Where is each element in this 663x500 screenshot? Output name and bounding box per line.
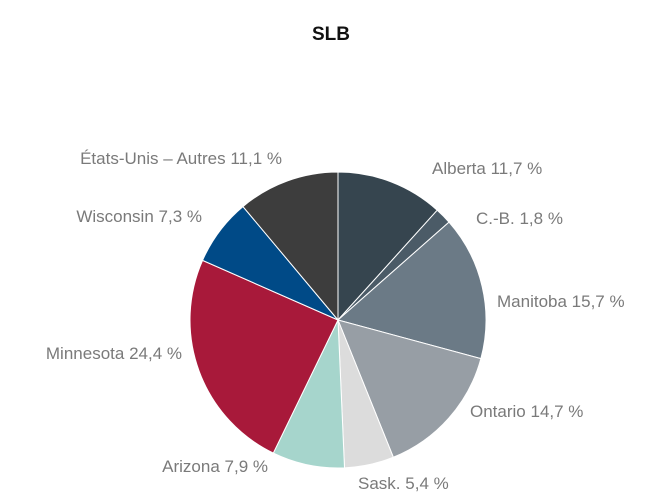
slice-name: Arizona bbox=[162, 457, 220, 476]
slice-name: Alberta bbox=[432, 159, 486, 178]
slice-value: 11,7 % bbox=[491, 159, 543, 178]
slice-label: États-Unis – Autres 11,1 % bbox=[80, 149, 282, 168]
slice-name: États-Unis – Autres bbox=[80, 149, 226, 168]
slice-label: Manitoba 15,7 % bbox=[497, 292, 625, 311]
chart-title: SLB bbox=[312, 24, 350, 45]
slice-name: Manitoba bbox=[497, 292, 567, 311]
slice-label: Minnesota 24,4 % bbox=[46, 344, 182, 363]
slice-label: Ontario 14,7 % bbox=[470, 402, 583, 421]
pie-slice bbox=[189, 259, 339, 454]
slice-label: Arizona 7,9 % bbox=[162, 457, 268, 476]
slice-name: Wisconsin bbox=[76, 207, 153, 226]
slice-value: 24,4 % bbox=[129, 344, 182, 363]
slice-label: Alberta 11,7 % bbox=[432, 159, 542, 178]
slice-label: Wisconsin 7,3 % bbox=[76, 207, 202, 226]
pie-slice bbox=[337, 319, 482, 458]
slice-value: 7,3 % bbox=[159, 207, 202, 226]
slice-name: Ontario bbox=[470, 402, 526, 421]
slice-value: 7,9 % bbox=[225, 457, 268, 476]
slice-value: 11,1 % bbox=[230, 149, 282, 168]
slice-value: 5,4 % bbox=[405, 474, 448, 493]
pie-slice bbox=[336, 221, 487, 360]
slice-value: 14,7 % bbox=[530, 402, 583, 421]
slice-name: C.-B. bbox=[476, 209, 515, 228]
slice-label: Sask. 5,4 % bbox=[358, 474, 449, 493]
slice-label: C.-B. 1,8 % bbox=[476, 209, 563, 228]
pie-slice bbox=[242, 171, 339, 322]
slice-value: 15,7 % bbox=[572, 292, 625, 311]
slice-name: Minnesota bbox=[46, 344, 125, 363]
pie-slice bbox=[337, 171, 438, 322]
slice-value: 1,8 % bbox=[519, 209, 562, 228]
slice-name: Sask. bbox=[358, 474, 401, 493]
